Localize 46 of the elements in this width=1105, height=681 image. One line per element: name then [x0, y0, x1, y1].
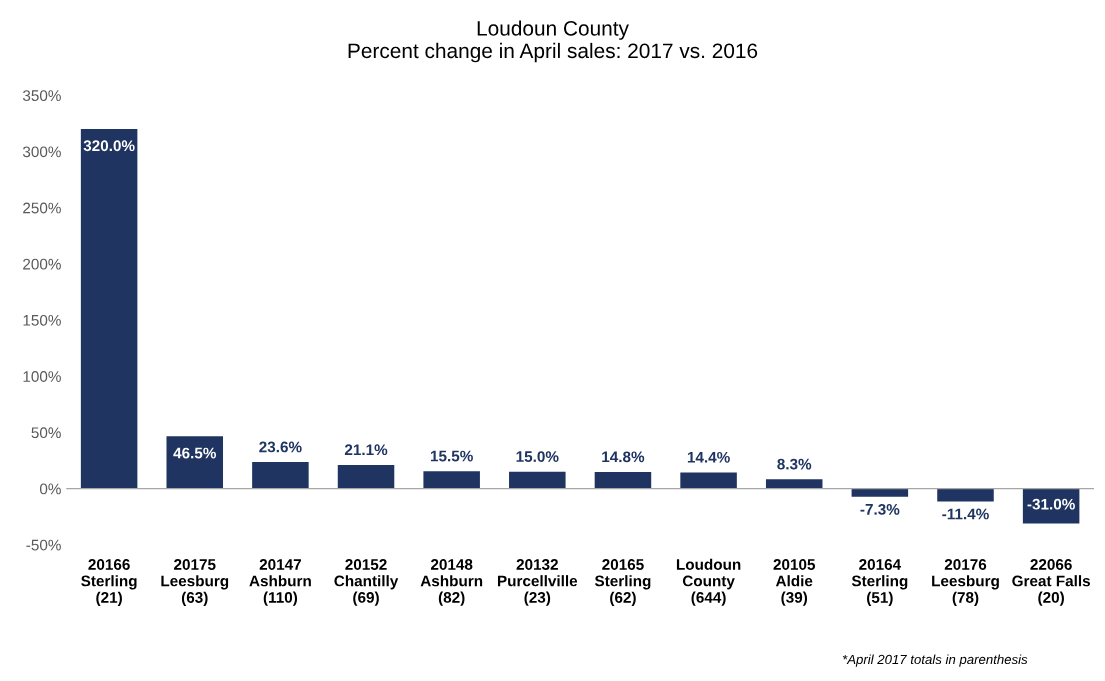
data-label: 23.6%	[259, 441, 302, 453]
x-tick-label: 20132 Purcellville (23)	[497, 559, 578, 606]
bar	[80, 129, 138, 489]
data-label: 320.0%	[83, 140, 135, 152]
bar	[423, 471, 480, 489]
bar	[937, 488, 994, 502]
bar	[765, 479, 823, 489]
data-label: 46.5%	[173, 447, 217, 459]
data-label: 14.8%	[602, 451, 645, 463]
bar	[337, 464, 395, 489]
data-label: -7.3%	[860, 503, 900, 515]
x-tick-label: 20148 Ashburn (82)	[420, 559, 483, 606]
y-tick-label: 100%	[23, 371, 61, 382]
bar	[166, 436, 224, 489]
x-tick-label: 20164 Sterling (51)	[851, 559, 908, 606]
bar	[509, 471, 566, 489]
text: *April 2017 totals in parenthesis	[842, 654, 1028, 667]
data-label: -11.4%	[942, 508, 989, 520]
x-tick-label: 20152 Chantilly (69)	[334, 559, 399, 606]
y-tick-label: 200%	[23, 258, 61, 270]
x-tick-label: Loudoun County (644)	[676, 558, 741, 606]
y-tick-label: 300%	[22, 146, 61, 158]
bar	[680, 472, 737, 489]
bar	[252, 462, 309, 489]
data-label: -31.0%	[1027, 498, 1075, 510]
x-tick-label: 20166 Sterling (21)	[81, 559, 137, 606]
y-tick-label: 50%	[31, 427, 61, 439]
data-label: 14.4%	[687, 451, 730, 463]
x-tick-label: 20175 Leesburg (63)	[161, 559, 229, 606]
data-label: 15.5%	[430, 450, 473, 462]
y-tick-label: 250%	[23, 202, 61, 214]
y-tick-label: -50%	[26, 539, 61, 551]
y-tick-label: 350%	[22, 90, 61, 102]
x-tick-label: 20147 Ashburn (110)	[249, 559, 311, 606]
x-tick-label: 22066 Great Falls (20)	[1012, 559, 1090, 606]
bar	[594, 471, 652, 489]
x-tick-label: 20165 Sterling (62)	[594, 559, 651, 606]
data-label: 8.3%	[777, 458, 812, 470]
chart-title: Loudoun County Percent change in April sales: 2017 vs. 2016	[348, 20, 758, 63]
y-tick-label: 150%	[23, 314, 61, 326]
y-tick-label: 0%	[39, 483, 61, 495]
x-tick-label: 20105 Aldie (39)	[773, 559, 816, 606]
x-tick-label: 20176 Leesburg (78)	[932, 559, 999, 606]
data-label: 21.1%	[344, 444, 388, 456]
data-label: 15.0%	[516, 451, 559, 462]
bar	[851, 488, 909, 497]
